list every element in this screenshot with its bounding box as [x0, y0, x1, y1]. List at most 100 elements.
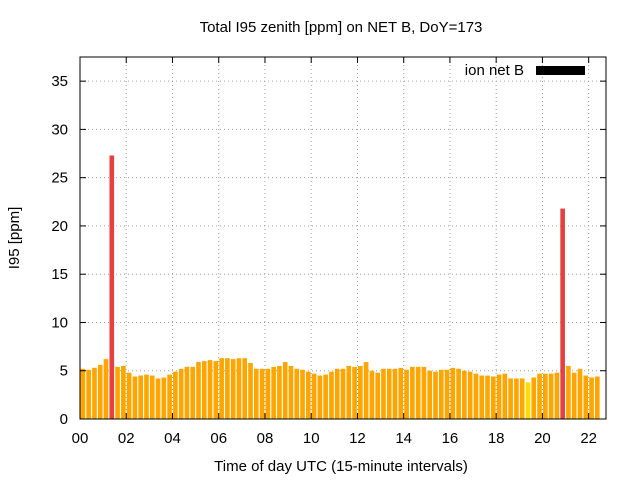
y-tick-label: 0	[60, 411, 68, 428]
y-tick-label: 20	[51, 218, 68, 235]
bar	[259, 368, 265, 419]
bar	[404, 369, 409, 419]
bar	[438, 369, 444, 419]
bar	[253, 368, 259, 419]
bar	[346, 365, 352, 419]
bar	[381, 368, 386, 419]
bar	[317, 375, 323, 419]
bar	[508, 378, 513, 419]
bar	[294, 368, 300, 419]
bar	[236, 358, 242, 419]
bars	[80, 155, 600, 420]
y-tick-label: 35	[51, 73, 68, 90]
bar	[456, 368, 461, 419]
bar	[207, 360, 213, 419]
bar	[410, 366, 415, 419]
bar	[548, 373, 554, 419]
bar	[155, 378, 161, 419]
bar	[126, 372, 132, 419]
bar	[375, 372, 380, 419]
x-tick-label: 08	[257, 430, 274, 447]
bar	[415, 366, 421, 419]
bar	[277, 365, 282, 419]
bar	[398, 367, 404, 419]
bar	[525, 382, 531, 419]
x-tick-label: 20	[534, 430, 551, 447]
bar	[300, 369, 305, 419]
bar	[386, 368, 392, 419]
plot-frame	[79, 56, 607, 420]
bar	[161, 377, 167, 419]
legend-label: ion net B	[465, 62, 524, 79]
y-tick-label: 5	[60, 363, 68, 380]
bar	[190, 366, 196, 419]
x-tick-label: 02	[118, 430, 135, 447]
bar	[121, 365, 126, 419]
bar	[230, 359, 236, 419]
bar	[167, 374, 172, 419]
bar	[92, 367, 97, 419]
bar	[542, 373, 548, 419]
x-tick-label: 18	[488, 430, 505, 447]
bar	[519, 378, 525, 419]
bar	[323, 374, 328, 419]
x-tick-label: 22	[580, 430, 597, 447]
bar	[421, 366, 427, 419]
y-axis-label: I95 [ppm]	[6, 207, 23, 270]
bar	[329, 371, 334, 419]
bar	[358, 365, 363, 419]
bar	[265, 368, 271, 419]
bar	[334, 368, 340, 419]
bar	[86, 369, 91, 419]
bar	[554, 372, 560, 419]
bar	[138, 375, 144, 419]
y-tick-label: 25	[51, 170, 68, 187]
bar	[589, 377, 594, 419]
bar	[560, 208, 565, 419]
x-tick-label: 14	[395, 430, 412, 447]
y-tick-label: 30	[51, 121, 68, 138]
x-axis: 00 02 04 06 08 10 12 14 16 18 20 22	[72, 57, 597, 447]
y-axis: 0 5 10 15 20 25 30 35	[51, 73, 606, 428]
grid	[80, 57, 606, 419]
x-tick-label: 12	[349, 430, 366, 447]
bar	[369, 370, 375, 419]
chart-title: Total I95 zenith [ppm] on NET B, DoY=173	[200, 19, 483, 36]
bar	[196, 362, 201, 419]
bar	[149, 375, 155, 419]
bar	[462, 370, 467, 419]
bar	[537, 373, 542, 419]
bar	[392, 368, 398, 419]
bar	[306, 371, 311, 419]
bar	[282, 362, 288, 419]
bar	[531, 377, 537, 419]
bar	[427, 370, 433, 419]
bar	[213, 361, 219, 419]
bar	[109, 155, 115, 420]
bar	[502, 373, 508, 419]
bar	[473, 373, 479, 419]
bar	[450, 367, 456, 419]
bar	[490, 376, 496, 419]
bar	[80, 368, 86, 419]
bar	[577, 368, 583, 419]
x-tick-label: 16	[442, 430, 459, 447]
x-tick-label: 06	[210, 430, 227, 447]
bar	[219, 358, 224, 419]
x-tick-label: 10	[303, 430, 320, 447]
bar	[467, 371, 473, 419]
bar	[103, 359, 109, 419]
bar	[571, 372, 577, 419]
bar	[132, 376, 138, 419]
x-tick-label: 00	[72, 430, 89, 447]
bar	[225, 358, 230, 419]
bar	[242, 358, 248, 419]
bar	[583, 375, 589, 419]
bar	[144, 374, 149, 419]
bar	[566, 365, 571, 419]
bar	[444, 369, 450, 419]
bar	[496, 374, 502, 419]
bar	[433, 371, 438, 419]
bar	[485, 375, 490, 419]
